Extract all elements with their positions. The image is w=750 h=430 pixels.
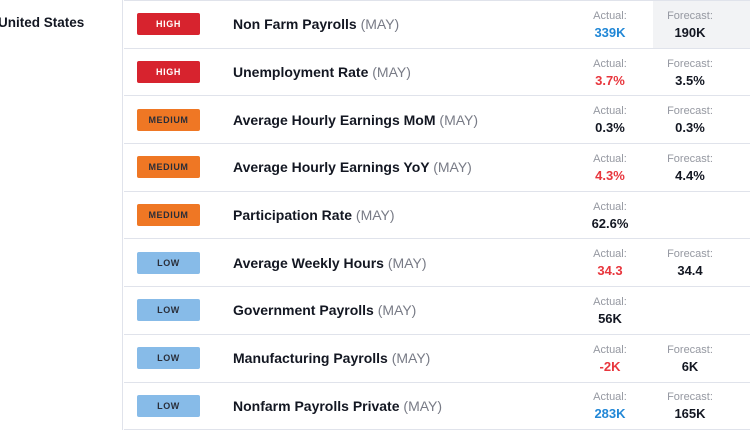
forecast-value: 190K <box>674 24 706 40</box>
forecast-cell: Forecast: 34.4 <box>653 239 750 286</box>
actual-cell: Actual: 3.7% <box>567 49 653 96</box>
actual-label: Actual: <box>593 9 627 22</box>
forecast-label: Forecast: <box>667 391 713 404</box>
event-title: Average Weekly Hours <box>233 254 388 271</box>
event-name: Manufacturing Payrolls (MAY) <box>233 350 567 366</box>
event-row[interactable]: LOW Nonfarm Payrolls Private (MAY) Actua… <box>124 382 750 430</box>
event-title: Unemployment Rate <box>233 64 373 81</box>
event-name: Average Weekly Hours (MAY) <box>233 255 567 271</box>
forecast-cell: Forecast: 165K <box>653 383 750 430</box>
forecast-value: 34.4 <box>677 263 703 279</box>
importance-badge: MEDIUM <box>137 156 200 179</box>
actual-label: Actual: <box>593 57 627 70</box>
forecast-label: Forecast: <box>667 57 713 70</box>
actual-label: Actual: <box>593 343 627 356</box>
forecast-cell: Forecast: 3.5% <box>653 49 750 96</box>
event-title: Average Hourly Earnings MoM <box>233 111 440 128</box>
event-row[interactable]: HIGH Non Farm Payrolls (MAY) Actual: 339… <box>124 1 750 49</box>
forecast-cell: Forecast: 6K <box>653 335 750 382</box>
actual-cell: Actual: 4.3% <box>567 144 653 191</box>
forecast-label: Forecast: <box>667 105 713 118</box>
forecast-value: 6K <box>681 358 699 374</box>
actual-value: 339K <box>594 24 626 40</box>
event-title: Nonfarm Payrolls Private <box>233 397 404 414</box>
event-name: Average Hourly Earnings YoY (MAY) <box>233 159 567 175</box>
forecast-value: 165K <box>674 406 706 422</box>
event-row[interactable]: MEDIUM Participation Rate (MAY) Actual: … <box>124 191 750 240</box>
importance-badge: HIGH <box>137 13 200 36</box>
actual-value: 4.3% <box>595 167 625 183</box>
event-period: (MAY) <box>433 159 472 176</box>
actual-cell: Actual: 56K <box>567 287 653 334</box>
actual-cell: Actual: 0.3% <box>567 96 653 143</box>
importance-badge: MEDIUM <box>137 204 200 227</box>
actual-label: Actual: <box>593 391 627 404</box>
event-name: Participation Rate (MAY) <box>233 207 567 223</box>
importance-badge: MEDIUM <box>137 108 200 131</box>
actual-value: 283K <box>594 406 626 422</box>
actual-label: Actual: <box>593 200 627 213</box>
forecast-cell <box>653 287 750 334</box>
actual-cell: Actual: 283K <box>567 383 653 430</box>
event-row[interactable]: LOW Average Weekly Hours (MAY) Actual: 3… <box>124 239 750 288</box>
event-row[interactable]: MEDIUM Average Hourly Earnings YoY (MAY)… <box>124 144 750 192</box>
event-name: Average Hourly Earnings MoM (MAY) <box>233 112 567 128</box>
importance-badge: LOW <box>137 299 200 322</box>
actual-value: 3.7% <box>595 72 625 88</box>
importance-badge: LOW <box>137 347 200 370</box>
actual-cell: Actual: 62.6% <box>567 192 653 239</box>
actual-label: Actual: <box>593 295 627 308</box>
event-name: Nonfarm Payrolls Private (MAY) <box>233 398 567 414</box>
forecast-label: Forecast: <box>667 248 713 261</box>
forecast-cell: Forecast: 0.3% <box>653 96 750 143</box>
event-period: (MAY) <box>403 397 443 414</box>
forecast-value: 3.5% <box>675 72 705 88</box>
event-period: (MAY) <box>387 254 427 271</box>
forecast-label: Forecast: <box>667 9 713 22</box>
event-period: (MAY) <box>372 64 411 81</box>
actual-label: Actual: <box>593 105 627 118</box>
event-name: Government Payrolls (MAY) <box>233 302 567 318</box>
event-title: Government Payrolls <box>233 302 378 319</box>
event-title: Non Farm Payrolls <box>233 16 361 33</box>
event-name: Non Farm Payrolls (MAY) <box>233 16 567 32</box>
actual-value: 56K <box>598 310 622 326</box>
event-row[interactable]: MEDIUM Average Hourly Earnings MoM (MAY)… <box>124 96 750 145</box>
event-period: (MAY) <box>377 302 417 319</box>
event-name: Unemployment Rate (MAY) <box>233 64 567 80</box>
event-row[interactable]: LOW Government Payrolls (MAY) Actual: 56… <box>124 287 750 335</box>
actual-cell: Actual: 34.3 <box>567 239 653 286</box>
forecast-cell: Forecast: 4.4% <box>653 144 750 191</box>
actual-value: 34.3 <box>597 263 623 279</box>
actual-cell: Actual: -2K <box>567 335 653 382</box>
actual-value: 62.6% <box>591 215 629 231</box>
event-period: (MAY) <box>355 207 395 224</box>
region-label: United States <box>0 15 85 30</box>
actual-value: 0.3% <box>595 120 625 136</box>
region-column: United States <box>0 0 123 430</box>
event-period: (MAY) <box>360 16 400 33</box>
forecast-value: 4.4% <box>675 167 705 183</box>
event-period: (MAY) <box>391 350 431 367</box>
actual-label: Actual: <box>593 152 627 165</box>
event-title: Participation Rate <box>233 207 356 224</box>
importance-badge: LOW <box>137 251 200 274</box>
event-period: (MAY) <box>439 111 479 128</box>
actual-value: -2K <box>599 358 621 374</box>
events-table: HIGH Non Farm Payrolls (MAY) Actual: 339… <box>124 0 750 430</box>
forecast-label: Forecast: <box>667 343 713 356</box>
forecast-cell <box>653 192 750 239</box>
event-row[interactable]: LOW Manufacturing Payrolls (MAY) Actual:… <box>124 334 750 383</box>
importance-badge: HIGH <box>137 61 200 84</box>
event-title: Manufacturing Payrolls <box>233 350 392 367</box>
forecast-value: 0.3% <box>675 120 705 136</box>
actual-label: Actual: <box>593 248 627 261</box>
forecast-label: Forecast: <box>667 152 713 165</box>
event-row[interactable]: HIGH Unemployment Rate (MAY) Actual: 3.7… <box>124 48 750 97</box>
forecast-cell: Forecast: 190K <box>653 1 750 48</box>
importance-badge: LOW <box>137 394 200 417</box>
actual-cell: Actual: 339K <box>567 1 653 48</box>
event-title: Average Hourly Earnings YoY <box>233 159 434 176</box>
